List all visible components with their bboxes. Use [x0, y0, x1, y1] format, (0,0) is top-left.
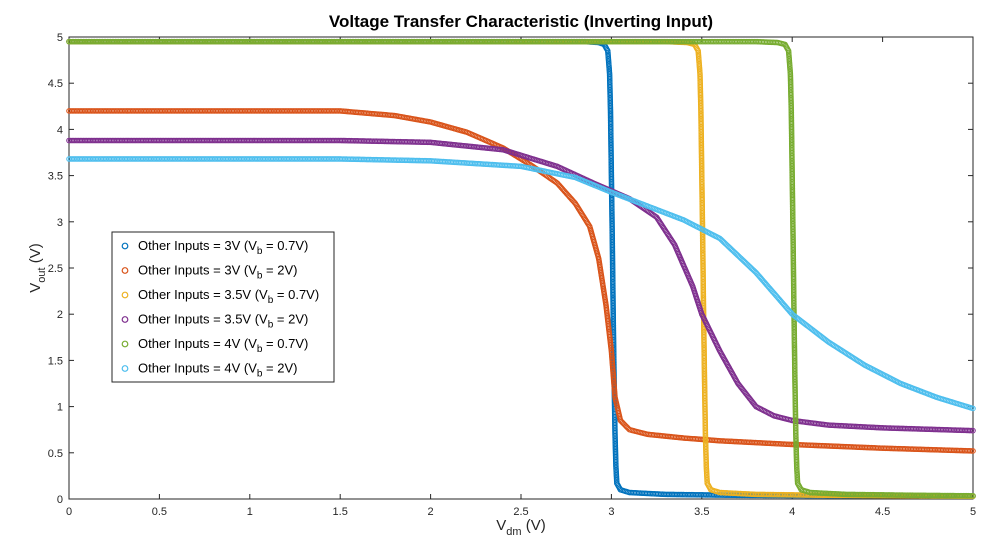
y-tick-label: 2 [57, 309, 63, 321]
legend-entry: Other Inputs = 4V (Vb = 0.7V) [138, 336, 308, 355]
y-tick-label: 1 [57, 402, 63, 414]
y-label-unit: (V) [27, 243, 44, 267]
legend-marker [121, 291, 129, 299]
x-tick-label: 2.5 [513, 506, 528, 518]
y-tick-label: 3 [57, 217, 63, 229]
data-point [970, 448, 976, 454]
x-tick-label: 1 [247, 506, 253, 518]
x-label-sub: dm [506, 526, 521, 538]
x-tick-label: 0 [66, 506, 72, 518]
y-tick-label: 5 [57, 32, 63, 44]
legend-entry: Other Inputs = 3V (Vb = 2V) [138, 263, 297, 282]
x-tick-label: 0.5 [152, 506, 167, 518]
x-tick-label: 4 [789, 506, 795, 518]
series-4 [66, 137, 976, 434]
y-axis-ticks: 0 0.5 1 1.5 2 2.5 3 3.5 4 4.5 5 [48, 32, 973, 506]
y-label-main: V [27, 283, 44, 293]
legend-entry: Other Inputs = 4V (Vb = 2V) [138, 361, 297, 380]
y-tick-label: 4.5 [48, 78, 63, 90]
x-tick-label: 3 [608, 506, 614, 518]
y-tick-label: 3.5 [48, 171, 63, 183]
y-tick-label: 0 [57, 494, 63, 506]
y-label-sub: out [36, 267, 48, 282]
legend-marker [121, 267, 129, 274]
series-6 [66, 156, 976, 412]
legend-marker [121, 365, 129, 372]
chart-title: Voltage Transfer Characteristic (Inverti… [329, 12, 713, 31]
y-axis-label: Vout (V) [27, 243, 48, 292]
x-tick-label: 1.5 [333, 506, 348, 518]
series-5 [66, 38, 976, 499]
legend-box [111, 231, 335, 383]
y-tick-label: 1.5 [48, 355, 63, 367]
x-axis-label: Vdm (V) [496, 517, 545, 538]
legend-marker [121, 242, 129, 250]
data-point [970, 492, 976, 499]
x-tick-label: 4.5 [875, 506, 890, 518]
x-tick-label: 5 [970, 506, 976, 518]
data-point [970, 427, 976, 434]
data-point [970, 405, 976, 412]
legend-marker [121, 316, 129, 323]
x-tick-label: 3.5 [694, 506, 709, 518]
x-label-main: V [496, 517, 506, 534]
y-tick-label: 2.5 [48, 263, 63, 275]
legend-entry: Other Inputs = 3.5V (Vb = 2V) [138, 312, 308, 331]
series-layer [66, 38, 976, 500]
y-tick-label: 4 [57, 124, 63, 136]
legend-entry: Other Inputs = 3V (Vb = 0.7V) [138, 238, 308, 257]
legend-entry: Other Inputs = 3.5V (Vb = 0.7V) [138, 287, 319, 306]
legend-marker [121, 340, 129, 348]
x-tick-label: 2 [428, 506, 434, 518]
legend: Other Inputs = 3V (Vb = 0.7V) Other Input… [111, 231, 335, 383]
y-tick-label: 0.5 [48, 448, 63, 460]
x-axis-ticks: 0 0.5 1 1.5 2 2.5 3 3.5 4 4.5 5 [66, 37, 976, 518]
x-label-unit: (V) [522, 517, 546, 534]
